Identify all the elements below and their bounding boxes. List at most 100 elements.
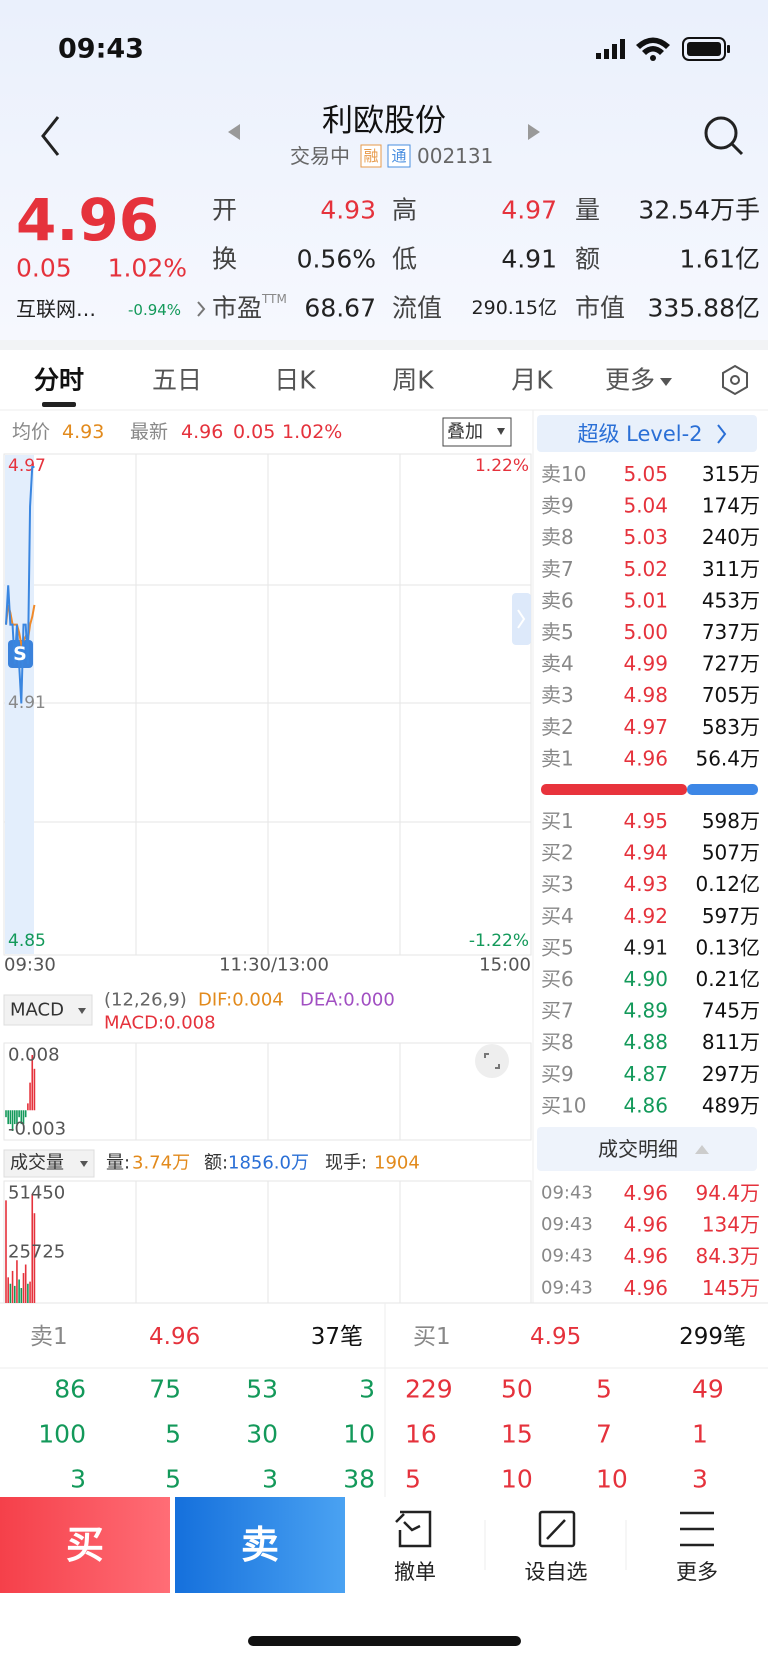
y-label: 4.97 xyxy=(8,456,46,476)
macd-bar xyxy=(16,1110,18,1125)
tab[interactable]: 五日 xyxy=(152,366,202,395)
indicator-value: MACD:0.008 xyxy=(104,1013,216,1034)
info-value: 1.02% xyxy=(282,421,342,443)
stat-label: 低 xyxy=(392,245,417,274)
summary-label: 买1 xyxy=(413,1324,451,1350)
level-volume: 0.13亿 xyxy=(695,935,760,959)
tab[interactable]: 周K xyxy=(392,366,434,395)
stat-value: 1.61亿 xyxy=(679,245,760,274)
macd-bar xyxy=(11,1110,14,1131)
buy-tick: 1 xyxy=(692,1420,708,1449)
macd-bar xyxy=(22,1110,25,1125)
ratio-bar-sell xyxy=(541,784,687,795)
trade-price: 4.96 xyxy=(623,1244,668,1268)
level-price: 4.94 xyxy=(623,841,668,865)
sell-tick: 3 xyxy=(262,1465,278,1494)
overlay-label[interactable]: 叠加 xyxy=(447,422,483,443)
price-change: 0.05 xyxy=(16,254,72,283)
volume-selector[interactable] xyxy=(3,1149,95,1178)
level-label: 卖5 xyxy=(541,620,574,644)
trade-time: 09:43 xyxy=(541,1183,593,1204)
indicator-value: DEA:0.000 xyxy=(300,990,395,1011)
macd-bar xyxy=(18,1110,20,1118)
sell-tick: 5 xyxy=(165,1420,181,1449)
expand-button[interactable] xyxy=(475,1044,509,1078)
volume-bar xyxy=(11,1270,14,1303)
sector-name[interactable]: 互联网… xyxy=(16,297,96,321)
level-volume: 727万 xyxy=(702,652,760,676)
volume-bar xyxy=(5,1200,7,1303)
level-volume: 489万 xyxy=(702,1093,760,1117)
trade-time: 09:43 xyxy=(541,1277,593,1298)
level-label: 买4 xyxy=(541,904,574,928)
level-volume: 453万 xyxy=(702,588,760,612)
badge-box xyxy=(387,144,411,168)
level2-label[interactable]: 超级 Level-2 xyxy=(577,422,702,446)
toolbar-action[interactable]: 设自选 xyxy=(525,1560,588,1584)
y-label: 0.008 xyxy=(8,1045,60,1066)
search-button[interactable] xyxy=(704,116,744,156)
buy-tick: 10 xyxy=(501,1465,533,1494)
volume-bar xyxy=(16,1260,18,1303)
trade-volume: 84.3万 xyxy=(695,1244,760,1268)
sector-chevron[interactable] xyxy=(197,301,206,317)
sell-tick: 75 xyxy=(149,1375,181,1404)
tab[interactable]: 月K xyxy=(511,366,553,395)
stat-label: 高 xyxy=(392,196,417,225)
summary-price: 4.96 xyxy=(149,1324,200,1350)
level-label: 卖1 xyxy=(541,746,574,770)
stat-value: 4.91 xyxy=(501,245,557,274)
y-label: 4.91 xyxy=(8,693,46,713)
detail-button[interactable] xyxy=(537,1127,757,1171)
sell-label[interactable]: 卖 xyxy=(241,1523,279,1567)
level2-button[interactable] xyxy=(537,415,757,452)
level-price: 4.92 xyxy=(623,904,668,928)
indicator-name[interactable]: 成交量 xyxy=(10,1153,64,1174)
next-stock[interactable] xyxy=(528,124,540,140)
volume-bar xyxy=(9,1283,12,1303)
level-volume: 583万 xyxy=(702,715,760,739)
status-time: 09:43 xyxy=(58,34,144,65)
level-price: 4.95 xyxy=(623,809,668,833)
stat-label: 市盈 xyxy=(212,294,262,323)
trade-price: 4.96 xyxy=(623,1276,668,1300)
sell-button[interactable] xyxy=(175,1497,345,1593)
sell-tick: 53 xyxy=(246,1375,278,1404)
sell-tick: 30 xyxy=(246,1420,278,1449)
indicator-label: 量: xyxy=(106,1153,130,1174)
level-volume: 240万 xyxy=(702,525,760,549)
price-line xyxy=(5,466,35,704)
buy-label[interactable]: 买 xyxy=(66,1523,104,1567)
prev-stock[interactable] xyxy=(228,124,240,140)
x-label: 15:00 xyxy=(479,955,531,976)
settings-icon[interactable] xyxy=(722,364,748,396)
back-button[interactable] xyxy=(41,116,60,156)
macd-bar xyxy=(5,1110,7,1118)
toolbar-action[interactable]: 更多 xyxy=(676,1560,718,1584)
pct-label: 1.22% xyxy=(475,456,529,476)
macd-selector[interactable] xyxy=(3,994,93,1026)
toolbar-action[interactable]: 撤单 xyxy=(394,1560,436,1584)
detail-title[interactable]: 成交明细 xyxy=(598,1137,678,1161)
x-label: 11:30/13:00 xyxy=(219,955,329,976)
divider xyxy=(0,340,768,350)
level-price: 5.05 xyxy=(623,462,668,486)
summary-count: 37笔 xyxy=(311,1324,363,1350)
indicator-name[interactable]: MACD xyxy=(10,1000,64,1021)
summary-count: 299笔 xyxy=(679,1324,746,1350)
stat-value: 4.97 xyxy=(501,196,557,225)
tab[interactable]: 分时 xyxy=(34,366,84,395)
level-label: 卖3 xyxy=(541,683,574,707)
tab[interactable]: 日K xyxy=(274,366,316,395)
info-label: 最新 xyxy=(130,421,168,443)
indicator-params: (12,26,9) xyxy=(104,990,187,1011)
volume-bar xyxy=(31,1193,34,1303)
dropdown-arrow xyxy=(660,378,672,386)
level-price: 5.02 xyxy=(623,557,668,581)
buy-button[interactable] xyxy=(0,1497,170,1593)
tab[interactable]: 更多 xyxy=(605,366,655,395)
side-tab[interactable] xyxy=(512,593,531,645)
trade-price: 4.96 xyxy=(623,1213,668,1237)
level-price: 4.90 xyxy=(623,967,668,991)
